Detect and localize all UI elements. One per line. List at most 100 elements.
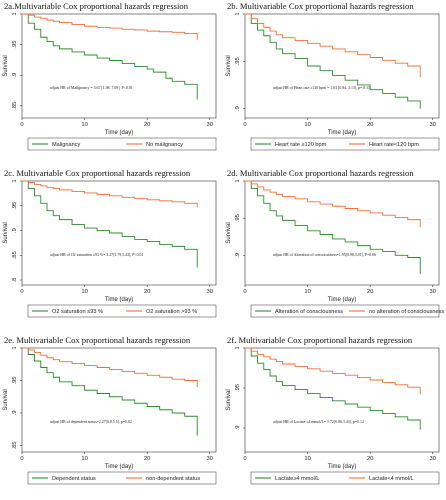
plot-frame bbox=[21, 180, 217, 286]
series-line-group1 bbox=[245, 180, 421, 274]
y-tick-label: .95 bbox=[235, 57, 241, 65]
km-panel-2d: 2d. Multivariable Cox proportional hazar… bbox=[223, 167, 446, 333]
km-panel-2e: 2e. Multivariable Cox proportional hazar… bbox=[0, 334, 223, 500]
y-tick-label: .95 bbox=[12, 202, 18, 210]
y-tick-label: 1 bbox=[12, 179, 18, 182]
y-axis-label: Survival bbox=[226, 55, 232, 76]
plot-frame bbox=[244, 180, 440, 286]
legend-box bbox=[250, 304, 440, 318]
y-tick-label: .95 bbox=[12, 376, 18, 384]
series-line-group1 bbox=[245, 347, 421, 430]
plot-frame bbox=[21, 13, 217, 119]
legend-label: No malignancy bbox=[146, 142, 183, 148]
legend-box bbox=[27, 137, 217, 151]
series-line-group2 bbox=[22, 13, 198, 40]
hr-annotation: adjust HR of Malignancy = 3.67 [1.98, 7.… bbox=[50, 86, 133, 91]
x-axis-label: Time (day) bbox=[328, 130, 356, 136]
x-tick-label: 10 bbox=[81, 456, 87, 462]
x-tick-label: 30 bbox=[207, 456, 213, 462]
series-line-group2 bbox=[245, 13, 421, 78]
x-tick-label: 0 bbox=[20, 122, 23, 128]
km-panel-2b: 2b. Multivariable Cox proportional hazar… bbox=[223, 0, 446, 166]
x-tick-label: 10 bbox=[304, 456, 310, 462]
x-tick-label: 10 bbox=[81, 289, 87, 295]
y-tick-label: 1 bbox=[12, 12, 18, 15]
legend-label: non-dependent status bbox=[146, 476, 200, 482]
chart-title: 2d. Multivariable Cox proportional hazar… bbox=[227, 168, 414, 178]
series-line-group2 bbox=[22, 180, 198, 208]
x-tick-label: 20 bbox=[367, 122, 373, 128]
km-chart: 2b. Multivariable Cox proportional hazar… bbox=[226, 1, 440, 151]
x-axis-label: Time (day) bbox=[105, 130, 133, 136]
legend-label: O2 saturation ≤93 % bbox=[52, 309, 103, 315]
legend-label: Heart rate<120 bpm bbox=[369, 142, 419, 148]
legend-box bbox=[250, 137, 440, 151]
legend-label: Dependent status bbox=[52, 476, 96, 482]
plot-frame bbox=[244, 13, 440, 119]
legend-box bbox=[27, 304, 217, 318]
x-tick-label: 30 bbox=[430, 122, 436, 128]
x-tick-label: 30 bbox=[430, 289, 436, 295]
y-axis-label: Survival bbox=[226, 389, 232, 410]
series-line-group2 bbox=[245, 347, 421, 395]
km-panel-2a: 2a.Multivariable Cox proportional hazard… bbox=[0, 0, 223, 166]
series-line-group1 bbox=[22, 13, 198, 100]
y-axis-label: Survival bbox=[226, 222, 232, 243]
y-axis-label: Survival bbox=[3, 55, 9, 76]
x-tick-label: 20 bbox=[144, 456, 150, 462]
y-tick-label: .9 bbox=[12, 411, 18, 416]
x-tick-label: 0 bbox=[243, 289, 246, 295]
km-panel-2f: 2f. Multivariable Cox proportional hazar… bbox=[223, 334, 446, 500]
y-tick-label: 1 bbox=[235, 346, 241, 349]
y-tick-label: .85 bbox=[12, 102, 18, 110]
chart-title: 2c. Multivariable Cox proportional hazar… bbox=[4, 168, 191, 178]
legend-label: O2 saturation >93 % bbox=[146, 309, 197, 315]
y-tick-label: .95 bbox=[235, 214, 241, 222]
legend-label: Malignancy bbox=[52, 142, 80, 148]
hr-annotation: adjust HR of Heart rate ≥120 bpm = 1.63 … bbox=[273, 86, 370, 91]
x-tick-label: 0 bbox=[243, 122, 246, 128]
legend-label: Lactate<4 mmol/L bbox=[369, 476, 414, 482]
x-axis-label: Time (day) bbox=[105, 464, 133, 470]
y-tick-label: .9 bbox=[12, 73, 18, 78]
series-line-group2 bbox=[245, 180, 421, 228]
y-tick-label: .85 bbox=[12, 251, 18, 259]
km-chart: 2f. Multivariable Cox proportional hazar… bbox=[226, 335, 440, 485]
y-axis-label: Survival bbox=[3, 389, 9, 410]
x-tick-label: 30 bbox=[207, 289, 213, 295]
x-tick-label: 20 bbox=[367, 456, 373, 462]
km-chart: 2e. Multivariable Cox proportional hazar… bbox=[3, 335, 217, 485]
y-axis-label: Survival bbox=[3, 222, 9, 243]
x-tick-label: 0 bbox=[20, 289, 23, 295]
x-tick-label: 20 bbox=[367, 289, 373, 295]
y-tick-label: .9 bbox=[235, 106, 241, 111]
x-tick-label: 20 bbox=[144, 289, 150, 295]
series-line-group1 bbox=[245, 13, 421, 109]
chart-title: 2e. Multivariable Cox proportional hazar… bbox=[4, 335, 191, 345]
x-tick-label: 30 bbox=[430, 456, 436, 462]
chart-title: 2f. Multivariable Cox proportional hazar… bbox=[227, 335, 413, 345]
y-tick-label: .95 bbox=[235, 384, 241, 392]
legend-label: no alteration of consciousness bbox=[369, 309, 444, 315]
y-tick-label: .8 bbox=[12, 278, 18, 283]
chart-title: 2a.Multivariable Cox proportional hazard… bbox=[4, 1, 189, 11]
plot-frame bbox=[21, 347, 217, 453]
x-axis-label: Time (day) bbox=[328, 297, 356, 303]
km-chart: 2c. Multivariable Cox proportional hazar… bbox=[3, 168, 217, 318]
series-line-group1 bbox=[22, 180, 198, 268]
y-tick-label: .85 bbox=[12, 441, 18, 449]
legend-box bbox=[250, 471, 440, 485]
legend-label: Heart rate ≥120 bpm bbox=[275, 142, 327, 148]
plot-frame bbox=[244, 347, 440, 453]
y-tick-label: 1 bbox=[12, 346, 18, 349]
x-axis-label: Time (day) bbox=[105, 297, 133, 303]
x-tick-label: 0 bbox=[20, 456, 23, 462]
y-tick-label: .95 bbox=[12, 41, 18, 49]
series-line-group1 bbox=[22, 347, 198, 436]
y-tick-label: 1 bbox=[235, 179, 241, 182]
x-axis-label: Time (day) bbox=[328, 464, 356, 470]
y-tick-label: .9 bbox=[235, 253, 241, 258]
chart-title: 2b. Multivariable Cox proportional hazar… bbox=[227, 1, 414, 11]
x-tick-label: 10 bbox=[304, 289, 310, 295]
km-panel-2c: 2c. Multivariable Cox proportional hazar… bbox=[0, 167, 223, 333]
